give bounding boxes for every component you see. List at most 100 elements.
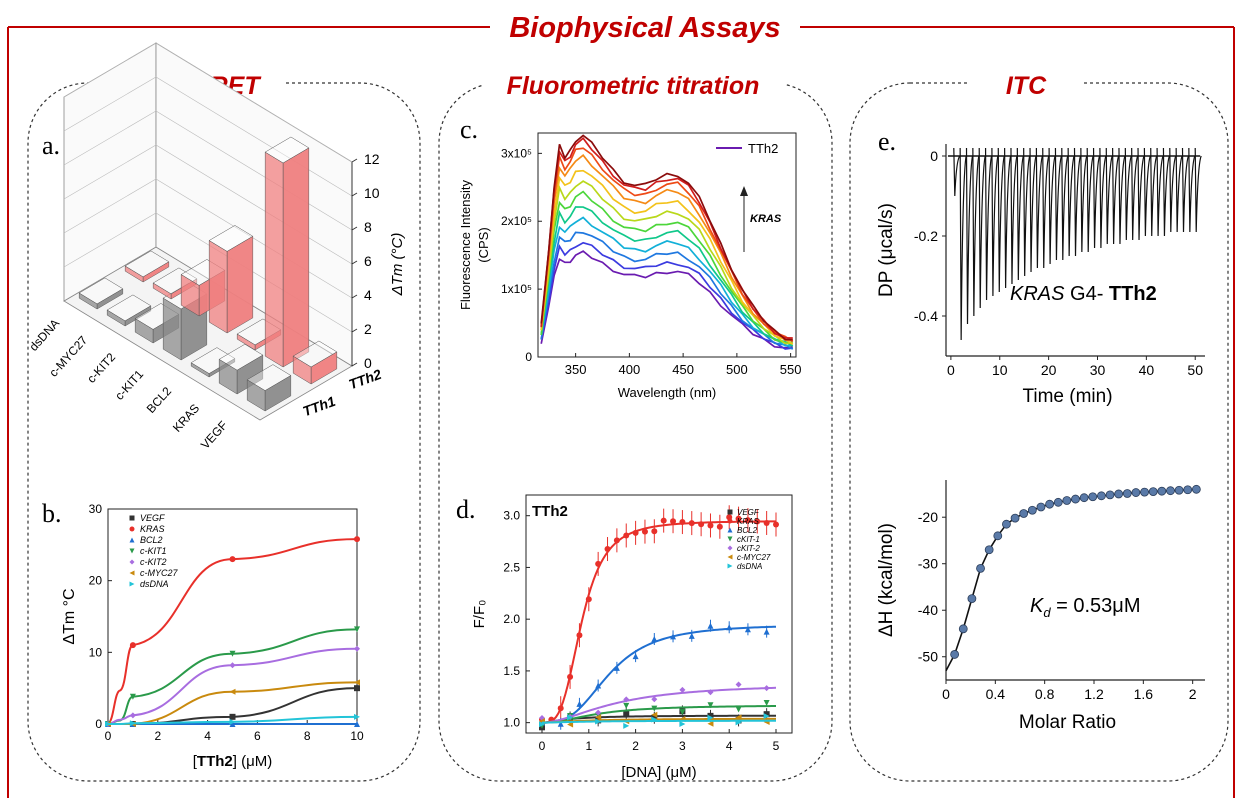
legend-marker-BCL2 <box>727 527 733 533</box>
y-tick-label: -50 <box>918 649 938 665</box>
data-point <box>1019 509 1029 518</box>
data-point-KRAS <box>716 523 723 530</box>
data-point-KRAS <box>585 596 592 603</box>
z-tick <box>351 158 358 163</box>
data-point-dsDNA <box>539 721 545 728</box>
data-point-cKIT-1 <box>623 702 630 709</box>
data-point <box>1071 494 1080 504</box>
x-axis-label: Molar Ratio <box>1019 712 1116 733</box>
data-point <box>976 563 985 573</box>
x-tick-label: 2 <box>632 739 639 753</box>
injection-peak <box>1112 147 1120 245</box>
series-line-c-KIT2 <box>107 647 358 725</box>
panel-label-e: e. <box>878 127 896 156</box>
z-tick-label: 10 <box>364 185 380 201</box>
data-point <box>1148 487 1158 497</box>
z-tick-label: 12 <box>364 151 380 167</box>
legend-marker-VEGF <box>727 509 733 515</box>
plot-frame <box>537 132 797 358</box>
panel-label-c: c. <box>460 115 478 144</box>
bar-TTh1-dsDNA <box>78 277 124 310</box>
x-tick-label: 0 <box>539 739 546 753</box>
chart-b-melting-titration: 0 2 4 6 8 10 0 10 20 30 [TTh2] (μM) ΔTm °C VEGFKRASB… <box>61 502 364 770</box>
bar-face-top <box>208 225 254 252</box>
bar-TTh2-c-KIT1 <box>208 225 254 334</box>
data-point-KRAS <box>688 520 695 527</box>
injection-peak <box>1061 147 1069 261</box>
series-line-KRAS <box>107 538 358 725</box>
x-axis-label: Time (min) <box>1022 386 1112 407</box>
x-axis-label-post: ] (μM) <box>233 753 272 770</box>
y-tick-label: 1x10⁵ <box>501 282 532 296</box>
data-point-BCL2 <box>726 624 733 631</box>
x-tick-label: 10 <box>350 729 364 743</box>
data-point-KRAS <box>651 528 658 535</box>
category-label: KRAS <box>170 401 202 435</box>
z-tick <box>351 294 358 299</box>
data-point-BCL2 <box>613 664 620 671</box>
data-point-dsDNA <box>595 718 602 725</box>
data-point <box>1140 487 1149 497</box>
annotation-sub: d <box>1043 605 1051 620</box>
injection-peak <box>972 147 980 317</box>
z-axis-label: ΔTm (°C) <box>389 233 406 297</box>
panel-label-d: d. <box>456 495 476 524</box>
spectrum-line <box>540 169 794 345</box>
chart-d-fluorescence-titration: 0 1 2 3 4 5 1.0 1.5 2.0 2.5 3.0 [DNA] (μM) F/F₀ TTh2 V… <box>471 494 793 781</box>
injection-peak <box>1016 147 1024 281</box>
data-point-dsDNA <box>567 714 574 721</box>
bar-face-side <box>208 240 228 334</box>
data-point-KRAS <box>604 546 611 553</box>
data-point-BCL2 <box>707 622 714 629</box>
data-point-KRAS <box>773 521 779 528</box>
data-point <box>958 624 968 634</box>
data-point-BCL2 <box>557 720 564 727</box>
legend-label: c-MYC27 <box>140 568 179 578</box>
x-tick-label: 4 <box>726 739 733 753</box>
data-point-c-KIT1 <box>229 650 236 657</box>
z-tick-label: 8 <box>364 219 372 235</box>
data-point-BCL2 <box>763 628 770 635</box>
data-point-KRAS <box>698 521 705 528</box>
y-tick-label: -0.2 <box>914 228 938 244</box>
data-point-KRAS <box>670 518 677 525</box>
legend-marker-c-KIT2 <box>129 559 135 565</box>
annotation-rest: = 0.53μM <box>1051 595 1141 617</box>
x-tick-label: 0 <box>105 729 112 743</box>
legend-label: dsDNA <box>140 579 169 589</box>
injection-peak <box>1092 147 1101 249</box>
data-point-KRAS <box>632 529 639 536</box>
fit-line-BCL2 <box>541 625 777 724</box>
injection-peak <box>1181 147 1190 233</box>
spectrum-line <box>540 216 793 347</box>
data-point-BCL2 <box>744 626 751 633</box>
data-point-BCL2 <box>354 721 360 727</box>
legend-marker-KRAS <box>129 526 135 532</box>
data-point-KRAS <box>744 517 751 524</box>
x-tick-label: 0.4 <box>986 686 1006 702</box>
y-axis-label: DP (μcal/s) <box>876 203 897 297</box>
legend-marker-c-KIT1 <box>129 548 135 554</box>
data-point-c-MYC27 <box>229 688 236 695</box>
data-point <box>1166 486 1175 496</box>
chart-e-itc-raw: 0 10 20 30 40 50 0 -0.2 -0.4 Time (min) DP (μcal/s… <box>876 144 1205 407</box>
fit-line-cKIT-2 <box>541 686 777 724</box>
injection-peak <box>991 147 999 297</box>
injection-peak <box>1137 147 1145 241</box>
data-point <box>1045 499 1054 509</box>
injection-peak <box>1131 147 1139 241</box>
data-point-c-KIT1 <box>129 693 136 700</box>
x-tick-label: 4 <box>204 729 211 743</box>
x-tick-label: 450 <box>672 362 694 377</box>
category-label: c-MYC27 <box>46 333 90 380</box>
legend-marker-dsDNA <box>129 581 135 587</box>
data-point <box>1131 488 1141 497</box>
data-point <box>950 650 960 659</box>
z-tick <box>351 260 358 265</box>
injection-peak <box>1143 147 1151 237</box>
x-tick-label: 350 <box>565 362 587 377</box>
data-point-VEGF <box>623 710 630 717</box>
data-point-dsDNA <box>105 721 111 727</box>
data-point-c-MYC27 <box>595 714 602 721</box>
bar-TTh2-dsDNA <box>124 250 170 283</box>
